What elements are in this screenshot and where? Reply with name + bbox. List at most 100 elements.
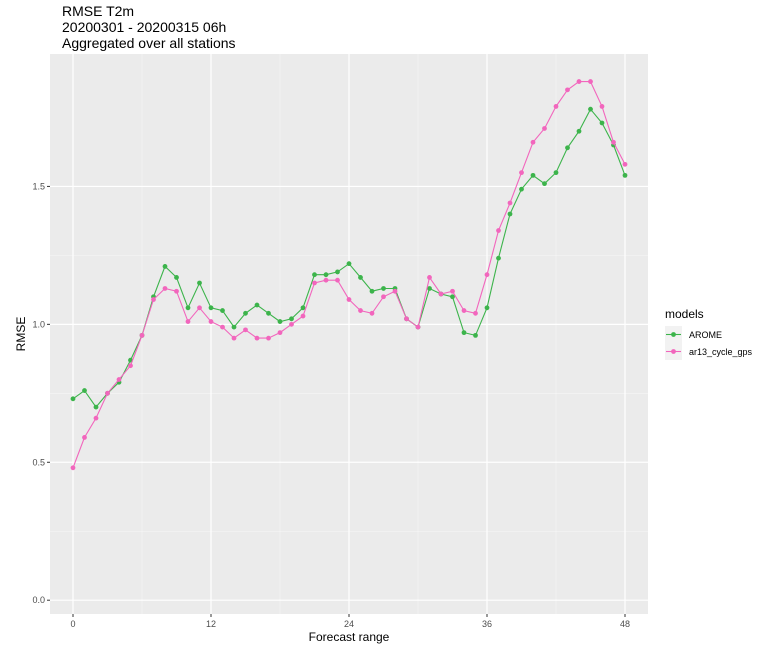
data-point-AROME xyxy=(450,294,455,300)
data-point-ar13_cycle_gps xyxy=(611,139,616,145)
data-point-AROME xyxy=(542,181,547,187)
data-point-ar13_cycle_gps xyxy=(438,291,444,297)
legend-key-point xyxy=(671,332,676,337)
data-point-AROME xyxy=(185,305,191,311)
data-point-ar13_cycle_gps xyxy=(162,286,168,291)
x-tick-label: 0 xyxy=(70,619,75,629)
y-tick-label: 1.0 xyxy=(32,319,45,329)
data-point-ar13_cycle_gps xyxy=(185,319,191,324)
data-point-ar13_cycle_gps xyxy=(277,330,283,336)
data-point-ar13_cycle_gps xyxy=(254,335,260,341)
data-point-AROME xyxy=(266,310,271,316)
legend-key-point xyxy=(671,349,676,354)
data-point-AROME xyxy=(484,305,490,311)
data-point-AROME xyxy=(530,172,536,178)
data-point-ar13_cycle_gps xyxy=(312,280,317,286)
data-point-ar13_cycle_gps xyxy=(335,277,340,283)
data-point-ar13_cycle_gps xyxy=(70,465,76,471)
x-tick-label: 48 xyxy=(620,619,630,629)
data-point-ar13_cycle_gps xyxy=(151,297,156,302)
data-point-AROME xyxy=(70,396,76,402)
data-point-AROME xyxy=(174,275,179,280)
data-point-AROME xyxy=(335,269,340,275)
data-point-AROME xyxy=(254,302,260,308)
data-point-ar13_cycle_gps xyxy=(323,277,329,283)
data-point-ar13_cycle_gps xyxy=(208,319,214,324)
data-point-AROME xyxy=(358,275,363,280)
chart-titles: RMSE T2m 20200301 - 20200315 06h Aggrega… xyxy=(62,3,236,51)
data-point-AROME xyxy=(323,272,329,278)
data-point-ar13_cycle_gps xyxy=(289,321,294,327)
data-point-AROME xyxy=(599,120,605,126)
data-point-AROME xyxy=(576,128,582,134)
data-point-AROME xyxy=(496,255,501,261)
legend-title: models xyxy=(665,307,704,321)
data-point-AROME xyxy=(197,280,202,286)
data-point-AROME xyxy=(565,145,570,151)
data-point-AROME xyxy=(162,264,168,269)
data-point-AROME xyxy=(427,286,432,291)
data-point-ar13_cycle_gps xyxy=(392,288,398,294)
y-tick-label: 1.5 xyxy=(32,181,45,191)
y-tick-label: 0.0 xyxy=(32,595,45,605)
data-point-ar13_cycle_gps xyxy=(197,305,202,311)
data-point-ar13_cycle_gps xyxy=(565,87,570,93)
data-point-AROME xyxy=(461,330,467,336)
y-axis-title: RMSE xyxy=(14,317,28,352)
y-tick-label: 0.5 xyxy=(32,457,45,467)
data-point-ar13_cycle_gps xyxy=(174,288,179,294)
data-point-AROME xyxy=(300,305,306,311)
data-point-AROME xyxy=(231,324,237,330)
data-point-AROME xyxy=(519,186,524,192)
data-point-ar13_cycle_gps xyxy=(243,327,248,333)
data-point-ar13_cycle_gps xyxy=(404,316,409,322)
data-point-ar13_cycle_gps xyxy=(105,390,110,396)
legend-label-ar13_cycle_gps: ar13_cycle_gps xyxy=(689,347,753,357)
data-point-ar13_cycle_gps xyxy=(530,139,536,145)
data-point-ar13_cycle_gps xyxy=(346,297,352,302)
data-point-ar13_cycle_gps xyxy=(542,126,547,131)
data-point-ar13_cycle_gps xyxy=(519,170,524,176)
data-point-AROME xyxy=(82,388,87,393)
data-point-ar13_cycle_gps xyxy=(358,308,363,313)
chart-subtitle-aggregation: Aggregated over all stations xyxy=(62,35,236,51)
data-point-ar13_cycle_gps xyxy=(484,272,490,278)
data-point-ar13_cycle_gps xyxy=(116,377,122,382)
data-point-AROME xyxy=(289,316,294,322)
data-point-AROME xyxy=(277,319,283,324)
x-tick-label: 24 xyxy=(344,619,354,629)
chart-title: RMSE T2m xyxy=(62,3,135,19)
data-point-ar13_cycle_gps xyxy=(82,435,87,440)
x-tick-label: 36 xyxy=(482,619,492,629)
data-point-ar13_cycle_gps xyxy=(415,324,421,330)
x-tick-label: 12 xyxy=(206,619,216,629)
data-point-AROME xyxy=(622,172,628,178)
data-point-AROME xyxy=(473,332,478,338)
data-point-AROME xyxy=(220,308,225,313)
data-point-ar13_cycle_gps xyxy=(622,161,628,167)
data-point-ar13_cycle_gps xyxy=(300,313,306,319)
data-point-AROME xyxy=(312,272,317,278)
data-point-AROME xyxy=(346,261,352,267)
data-point-AROME xyxy=(93,404,99,410)
data-point-AROME xyxy=(588,106,593,112)
data-point-AROME xyxy=(369,288,375,294)
data-point-ar13_cycle_gps xyxy=(588,79,593,84)
data-point-ar13_cycle_gps xyxy=(473,310,478,316)
data-point-ar13_cycle_gps xyxy=(496,228,501,233)
data-point-ar13_cycle_gps xyxy=(507,200,513,206)
x-axis-title: Forecast range xyxy=(309,630,390,644)
data-point-AROME xyxy=(507,211,513,217)
data-point-ar13_cycle_gps xyxy=(461,308,467,313)
data-point-AROME xyxy=(553,170,559,176)
data-point-ar13_cycle_gps xyxy=(599,104,605,109)
data-point-ar13_cycle_gps xyxy=(231,335,237,341)
data-point-AROME xyxy=(243,310,248,316)
legend-label-AROME: AROME xyxy=(689,330,722,340)
chart-subtitle-dates: 20200301 - 20200315 06h xyxy=(62,19,227,35)
data-point-ar13_cycle_gps xyxy=(266,335,271,341)
data-point-ar13_cycle_gps xyxy=(553,104,559,109)
data-point-ar13_cycle_gps xyxy=(369,310,375,316)
data-point-ar13_cycle_gps xyxy=(576,79,582,84)
